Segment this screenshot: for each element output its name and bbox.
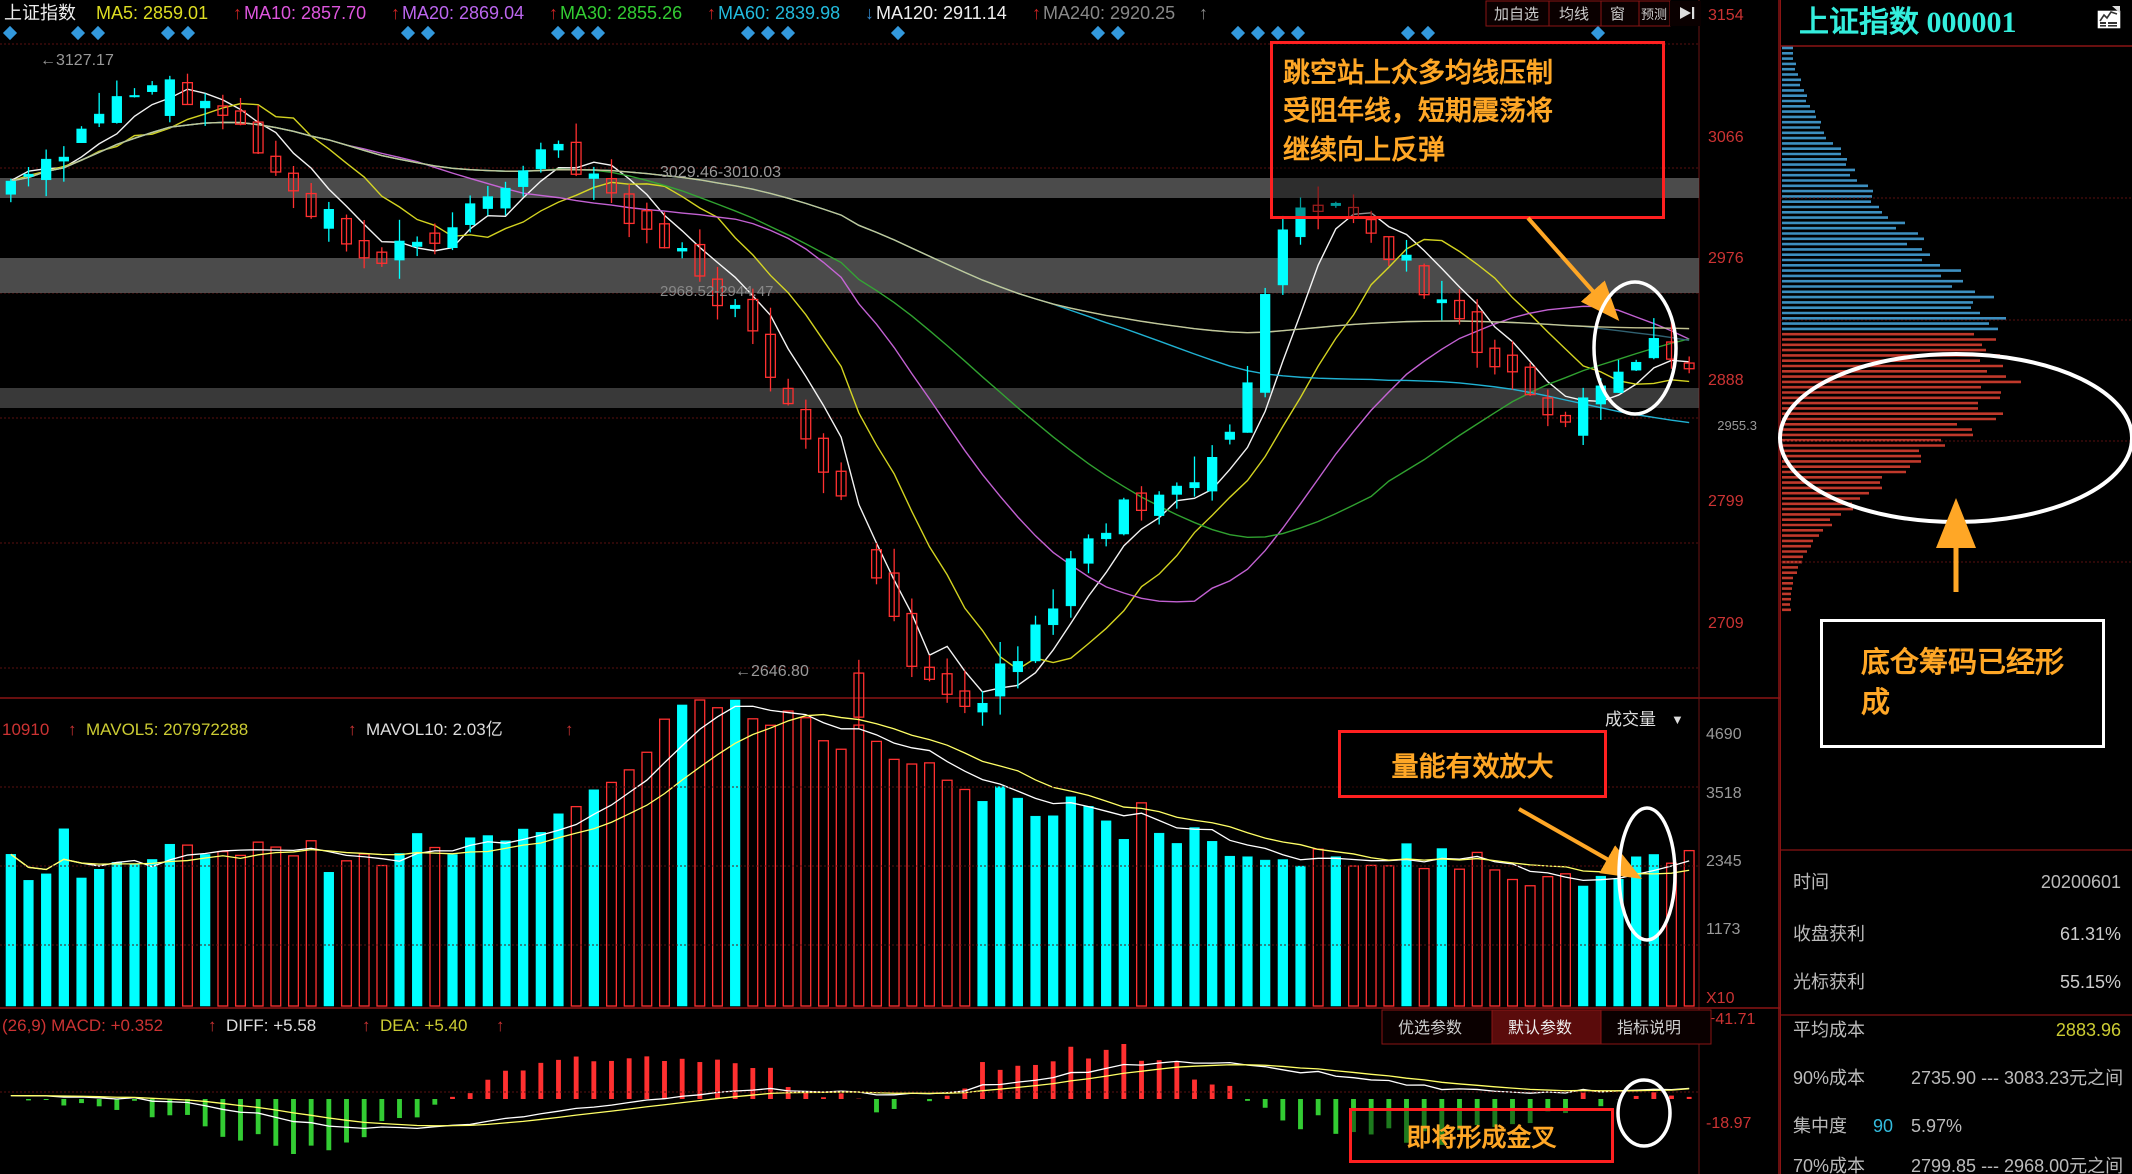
svg-text:↑: ↑	[68, 720, 77, 739]
svg-text:DIFF: +5.58: DIFF: +5.58	[226, 1016, 316, 1035]
svg-text:↑: ↑	[362, 1016, 371, 1035]
svg-text:成交量: 成交量	[1605, 710, 1656, 729]
svg-text:↑: ↑	[565, 720, 574, 739]
svg-text:指标说明: 指标说明	[1617, 1019, 1681, 1037]
svg-text:↑: ↑	[208, 1016, 217, 1035]
svg-text:DEA: +5.40: DEA: +5.40	[380, 1016, 467, 1035]
svg-text:默认参数: 默认参数	[1508, 1019, 1572, 1037]
svg-text:▼: ▼	[1671, 712, 1684, 727]
svg-text:10910: 10910	[2, 720, 49, 739]
svg-text:MAVOL10: 2.03亿: MAVOL10: 2.03亿	[366, 720, 503, 739]
svg-text:↑: ↑	[348, 720, 357, 739]
svg-text:(26,9) MACD: +0.352: (26,9) MACD: +0.352	[2, 1016, 163, 1035]
svg-text:↑: ↑	[496, 1016, 505, 1035]
svg-text:MAVOL5: 207972288: MAVOL5: 207972288	[86, 720, 248, 739]
svg-text:优选参数: 优选参数	[1398, 1019, 1462, 1037]
